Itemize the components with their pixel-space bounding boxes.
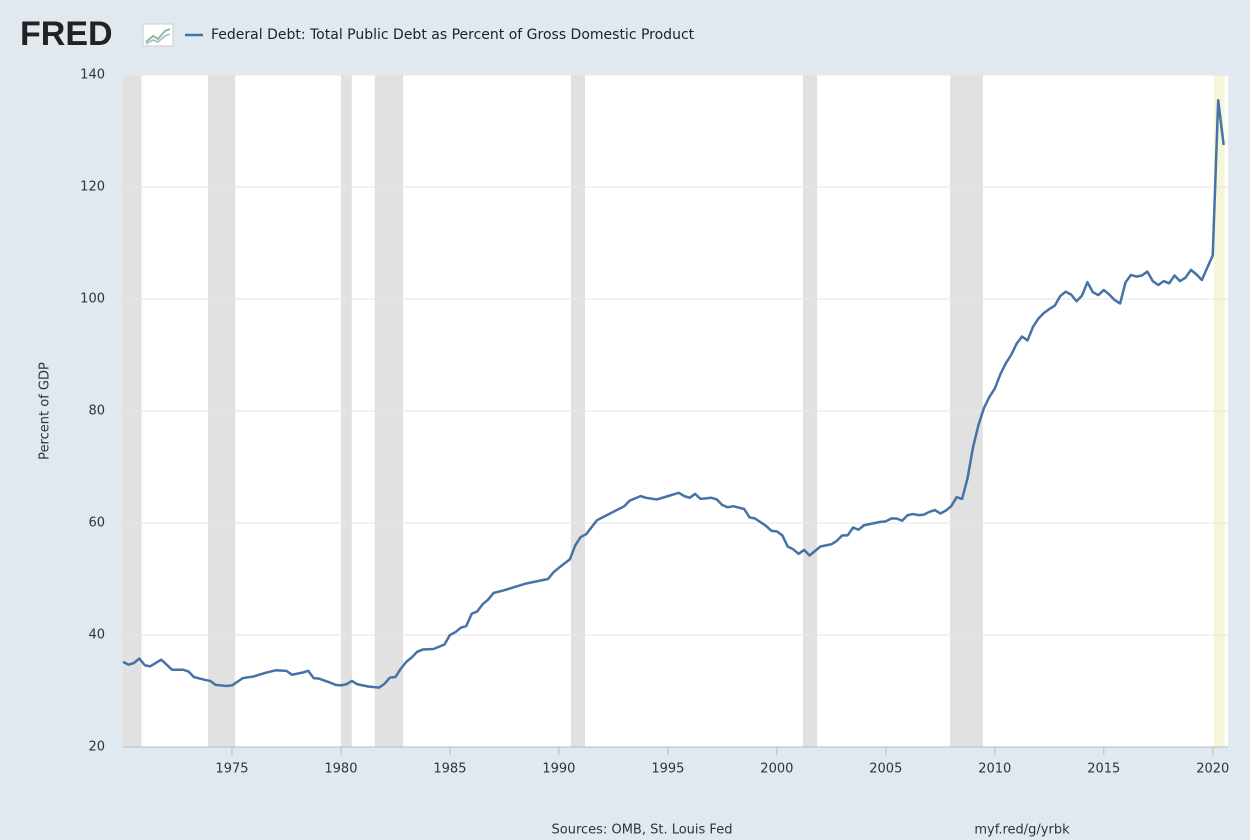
y-axis-label: Percent of GDP	[38, 362, 53, 460]
x-tick-label: 2020	[1196, 762, 1229, 777]
logo: FRED	[20, 15, 113, 53]
y-tick-label: 120	[80, 180, 105, 195]
sources: Sources: OMB, St. Louis Fed	[552, 823, 733, 838]
y-tick-label: 80	[88, 404, 105, 419]
logo-icon	[142, 23, 174, 47]
short-url: myf.red/g/yrbk	[974, 823, 1070, 838]
x-tick-label: 2000	[760, 762, 793, 777]
legend-label: Federal Debt: Total Public Debt as Perce…	[211, 27, 695, 43]
y-tick-label: 40	[88, 628, 105, 643]
x-tick-label: 2005	[869, 762, 902, 777]
y-tick-label: 140	[80, 68, 105, 83]
x-tick-label: 1980	[324, 762, 357, 777]
x-tick-label: 1995	[651, 762, 684, 777]
y-tick-label: 20	[88, 740, 105, 755]
x-tick-label: 1985	[433, 762, 466, 777]
y-tick-label: 60	[88, 516, 105, 531]
x-tick-label: 1990	[542, 762, 575, 777]
x-tick-label: 1975	[215, 762, 248, 777]
data-line	[122, 98, 1225, 689]
x-tick-label: 2015	[1087, 762, 1120, 777]
x-tick-label: 2010	[978, 762, 1011, 777]
y-tick-label: 100	[80, 292, 105, 307]
